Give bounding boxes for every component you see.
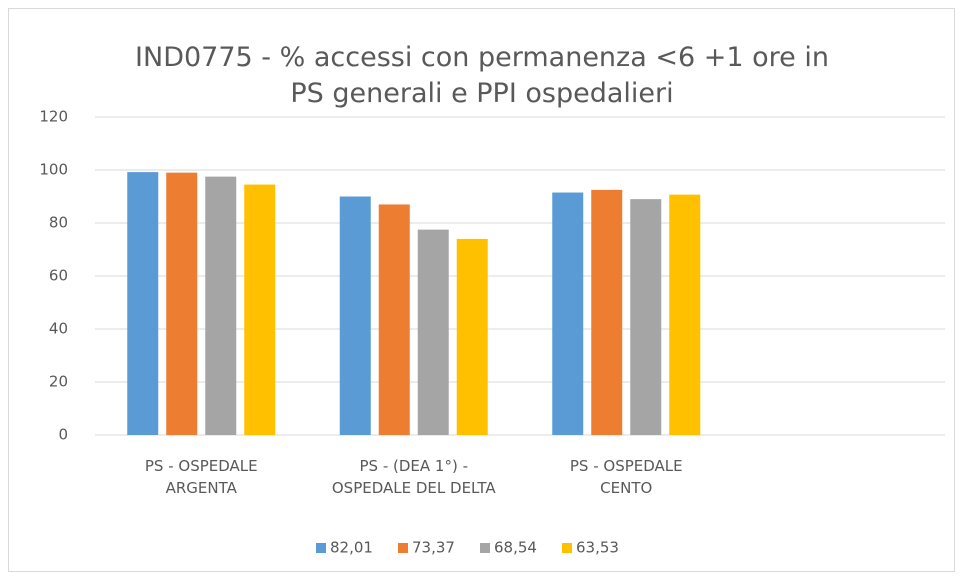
y-tick-label: 0 (58, 426, 68, 444)
y-tick-label: 20 (49, 373, 68, 391)
y-tick-label: 120 (39, 108, 68, 126)
bar (378, 204, 410, 435)
bar (127, 172, 159, 435)
legend-swatch (398, 543, 408, 553)
legend-swatch (480, 543, 490, 553)
legend-label: 63,53 (576, 539, 619, 557)
legend-label: 73,37 (412, 539, 455, 557)
y-tick-label: 100 (39, 161, 68, 179)
bar (591, 189, 623, 435)
bar (205, 176, 237, 435)
y-tick-label: 80 (49, 214, 68, 232)
bar (166, 172, 198, 435)
bar (456, 238, 488, 435)
y-tick-label: 60 (49, 267, 68, 285)
legend-swatch (316, 543, 326, 553)
x-tick-label: PS - OSPEDALE CENTO (569, 457, 683, 497)
legend-label: 82,01 (330, 539, 373, 557)
bar (630, 199, 662, 435)
bar (552, 192, 584, 435)
x-tick-label: PS - (DEA 1°) - OSPEDALE DEL DELTA (331, 457, 496, 497)
bar (244, 184, 276, 435)
bar (339, 196, 371, 435)
bar (669, 194, 701, 435)
x-tick-label: PS - OSPEDALE ARGENTA (144, 457, 258, 497)
legend-label: 68,54 (494, 539, 537, 557)
bar (417, 229, 449, 435)
y-tick-label: 40 (49, 320, 68, 338)
chart-title: IND0775 - % accessi con permanenza <6 +1… (135, 42, 829, 109)
legend-swatch (562, 543, 572, 553)
